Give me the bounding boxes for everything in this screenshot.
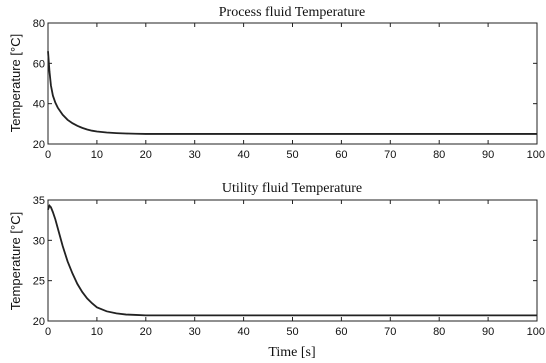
x-tick-label: 40 xyxy=(237,149,249,161)
x-tick-label: 100 xyxy=(527,326,545,338)
x-tick-label: 100 xyxy=(527,149,545,161)
process-temperature-line xyxy=(47,51,537,135)
x-tick-label: 90 xyxy=(482,326,494,338)
y-axis-label: Temperature [°C] xyxy=(8,34,23,132)
plot-area xyxy=(47,199,538,322)
x-tick-label: 30 xyxy=(189,149,201,161)
y-tick-label: 20 xyxy=(33,316,45,328)
x-ticks: 0 10 20 30 40 50 60 70 80 90 100 xyxy=(45,23,545,161)
chart-title: Process fluid Temperature xyxy=(219,5,366,20)
x-tick-label: 20 xyxy=(140,149,152,161)
x-tick-label: 80 xyxy=(433,326,445,338)
y-ticks: 20 40 60 80 xyxy=(33,18,537,151)
x-tick-label: 80 xyxy=(433,149,445,161)
x-tick-label: 0 xyxy=(45,326,51,338)
x-tick-label: 60 xyxy=(335,326,347,338)
x-tick-label: 50 xyxy=(286,149,298,161)
chart-title: Utility fluid Temperature xyxy=(222,181,362,196)
plot-area xyxy=(47,22,538,145)
x-tick-label: 20 xyxy=(140,326,152,338)
x-tick-label: 70 xyxy=(384,326,396,338)
y-tick-label: 20 xyxy=(33,139,45,151)
x-tick-label: 10 xyxy=(91,326,103,338)
y-tick-label: 80 xyxy=(33,18,45,30)
x-tick-label: 70 xyxy=(384,149,396,161)
x-tick-label: 30 xyxy=(189,326,201,338)
y-tick-label: 30 xyxy=(33,235,45,247)
utility-fluid-chart: Utility fluid Temperature Temperature [°… xyxy=(8,181,545,360)
x-tick-label: 50 xyxy=(286,326,298,338)
y-tick-label: 35 xyxy=(33,195,45,207)
x-tick-label: 90 xyxy=(482,149,494,161)
process-fluid-chart: Process fluid Temperature Temperature [°… xyxy=(8,5,545,161)
x-tick-label: 0 xyxy=(45,149,51,161)
y-ticks: 20 25 30 35 xyxy=(33,195,537,328)
y-tick-label: 40 xyxy=(33,99,45,111)
x-axis-label: Time [s] xyxy=(268,345,315,360)
y-axis-label: Temperature [°C] xyxy=(8,212,23,310)
x-tick-label: 10 xyxy=(91,149,103,161)
x-ticks: 0 10 20 30 40 50 60 70 80 90 100 xyxy=(45,200,545,338)
y-tick-label: 25 xyxy=(33,276,45,288)
x-tick-label: 60 xyxy=(335,149,347,161)
utility-temperature-line xyxy=(47,203,537,317)
y-tick-label: 60 xyxy=(33,58,45,70)
x-tick-label: 40 xyxy=(237,326,249,338)
